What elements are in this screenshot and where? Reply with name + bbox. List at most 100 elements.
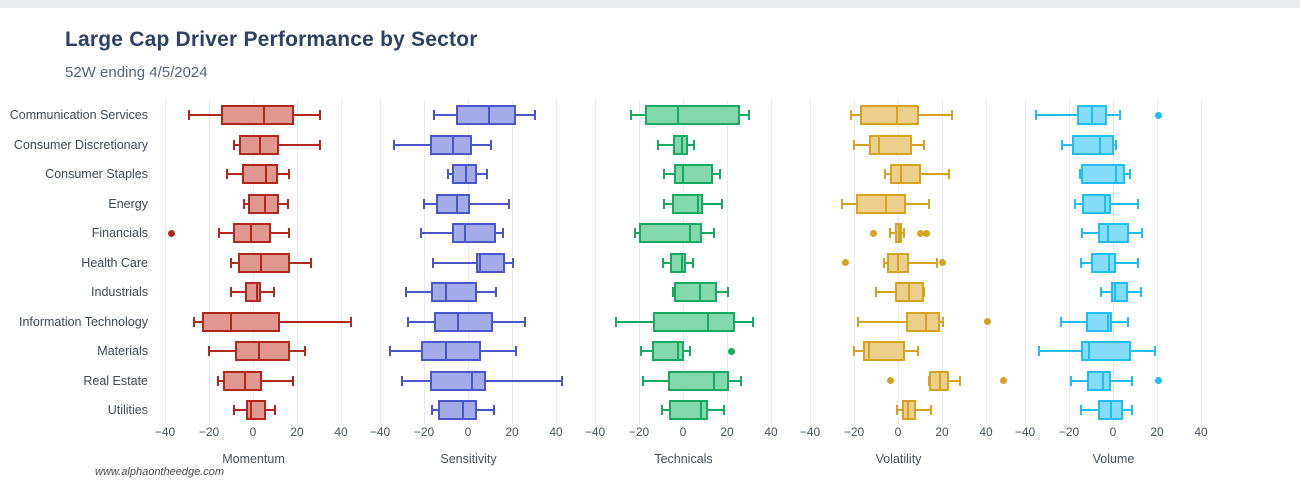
box-technicals-energy[interactable] — [672, 193, 703, 214]
box-volatility-consumer-staples-median — [900, 164, 903, 184]
box-sensitivity-financials[interactable] — [451, 223, 496, 243]
box-volatility-energy[interactable] — [856, 193, 906, 214]
box-volume-health-care-median — [1107, 252, 1110, 273]
box-volatility-financials-whisker-cap — [889, 228, 892, 238]
watermark-url: www.alphaontheedge.com — [95, 466, 225, 478]
box-volume-financials-whisker-cap — [1081, 228, 1084, 238]
box-volatility-consumer-discretionary[interactable] — [869, 134, 913, 155]
box-momentum-financials-outlier[interactable] — [168, 229, 176, 237]
box-volume-consumer-discretionary-whisker-cap — [1115, 139, 1118, 150]
box-technicals-financials[interactable] — [639, 223, 702, 243]
box-momentum-financials-median — [249, 223, 252, 243]
box-momentum-energy-whisker-cap — [287, 198, 290, 209]
box-volume-financials-median — [1106, 223, 1109, 243]
box-momentum-consumer-staples[interactable] — [242, 164, 279, 184]
box-volatility-materials[interactable] — [862, 341, 905, 361]
box-technicals-health-care[interactable] — [669, 252, 687, 273]
box-volatility-information-technology-outlier[interactable] — [983, 318, 991, 325]
box-sensitivity-materials[interactable] — [420, 341, 482, 361]
box-volume-information-technology[interactable] — [1085, 311, 1112, 332]
box-momentum-industrials-whisker-cap — [272, 287, 275, 297]
x-tick-label: −20 — [1058, 425, 1080, 439]
box-technicals-consumer-discretionary[interactable] — [673, 134, 689, 155]
box-volatility-utilities[interactable] — [902, 400, 916, 420]
box-technicals-utilities-median — [699, 400, 702, 420]
box-sensitivity-consumer-discretionary[interactable] — [429, 134, 473, 155]
box-sensitivity-communication-services[interactable] — [455, 105, 517, 125]
box-volatility-consumer-staples[interactable] — [890, 164, 922, 184]
box-sensitivity-consumer-staples[interactable] — [451, 164, 477, 184]
box-volatility-health-care-outlier[interactable] — [841, 259, 849, 266]
box-momentum-financials[interactable] — [233, 223, 271, 243]
axis-title-sensitivity: Sensitivity — [440, 452, 497, 466]
box-volatility-communication-services-whisker-cap — [849, 110, 852, 120]
box-technicals-industrials[interactable] — [674, 282, 718, 302]
box-volume-materials[interactable] — [1081, 341, 1131, 361]
box-technicals-utilities-whisker-cap — [722, 405, 725, 415]
box-technicals-health-care-whisker-cap — [691, 257, 694, 268]
box-technicals-industrials-whisker-cap — [672, 287, 675, 297]
x-tick-label: −40 — [369, 425, 391, 439]
box-volatility-financials-outlier[interactable] — [916, 229, 924, 237]
box-volume-real-estate[interactable] — [1086, 370, 1111, 391]
gridline — [1200, 100, 1202, 424]
box-volatility-financials-outlier[interactable] — [923, 229, 931, 237]
box-momentum-financials-whisker-cap — [217, 228, 220, 238]
box-technicals-health-care-median — [680, 252, 683, 273]
box-technicals-communication-services[interactable] — [644, 105, 741, 125]
gridline — [985, 100, 987, 424]
box-sensitivity-real-estate-whisker-cap — [401, 375, 403, 386]
box-sensitivity-health-care-whisker-cap — [431, 257, 434, 268]
box-volatility-information-technology[interactable] — [905, 311, 940, 332]
box-volume-consumer-discretionary[interactable] — [1072, 134, 1115, 155]
box-momentum-consumer-discretionary-whisker-cap — [319, 139, 322, 150]
box-technicals-utilities[interactable] — [668, 400, 709, 420]
box-volatility-communication-services[interactable] — [859, 105, 919, 125]
box-momentum-information-technology[interactable] — [202, 311, 281, 332]
box-volatility-real-estate[interactable] — [928, 370, 949, 391]
box-volume-consumer-staples[interactable] — [1081, 164, 1126, 184]
box-momentum-energy[interactable] — [247, 193, 280, 214]
box-volume-health-care[interactable] — [1091, 252, 1117, 273]
box-volatility-health-care-outlier[interactable] — [938, 259, 946, 266]
box-volume-real-estate-outlier[interactable] — [1154, 377, 1162, 384]
box-technicals-materials-outlier[interactable] — [727, 347, 735, 355]
box-momentum-real-estate-whisker-cap — [291, 375, 294, 386]
box-technicals-consumer-staples[interactable] — [674, 164, 713, 184]
box-sensitivity-utilities-whisker-cap — [493, 405, 496, 415]
box-momentum-real-estate[interactable] — [223, 370, 262, 391]
box-sensitivity-energy-whisker-cap — [423, 198, 425, 209]
box-volume-communication-services-outlier[interactable] — [1154, 111, 1162, 119]
x-tick-label: −20 — [198, 425, 220, 439]
box-sensitivity-health-care[interactable] — [475, 252, 506, 273]
x-tick-label: 40 — [979, 425, 993, 439]
box-sensitivity-real-estate[interactable] — [429, 370, 486, 391]
box-technicals-materials[interactable] — [652, 341, 685, 361]
box-volatility-health-care-median — [897, 252, 899, 273]
box-sensitivity-energy[interactable] — [436, 193, 471, 214]
box-volatility-real-estate-outlier[interactable] — [886, 377, 894, 384]
box-technicals-real-estate[interactable] — [667, 370, 730, 391]
x-tick-label: −20 — [413, 425, 435, 439]
box-volume-information-technology-whisker-cap — [1060, 316, 1063, 327]
box-volume-energy[interactable] — [1082, 193, 1111, 214]
x-tick-label: 0 — [894, 425, 902, 439]
box-sensitivity-utilities[interactable] — [438, 400, 477, 420]
box-volume-real-estate-median — [1102, 370, 1105, 391]
box-volatility-real-estate-outlier[interactable] — [1000, 377, 1008, 384]
box-momentum-consumer-staples-median — [265, 164, 268, 184]
box-technicals-communication-services-whisker-cap — [630, 110, 633, 120]
box-momentum-health-care[interactable] — [237, 252, 291, 273]
box-momentum-utilities-median — [249, 400, 252, 420]
box-technicals-information-technology[interactable] — [653, 311, 735, 332]
box-sensitivity-industrials[interactable] — [430, 282, 477, 302]
box-sensitivity-financials-median — [463, 223, 466, 243]
box-volume-financials[interactable] — [1097, 223, 1130, 243]
gridline — [555, 100, 557, 424]
box-technicals-utilities-whisker-cap — [661, 405, 664, 415]
box-momentum-communication-services[interactable] — [221, 105, 294, 125]
box-sensitivity-information-technology[interactable] — [433, 311, 494, 332]
box-technicals-consumer-discretionary-whisker-cap — [656, 139, 659, 150]
box-momentum-materials[interactable] — [235, 341, 291, 361]
box-volatility-financials-outlier[interactable] — [870, 229, 878, 237]
